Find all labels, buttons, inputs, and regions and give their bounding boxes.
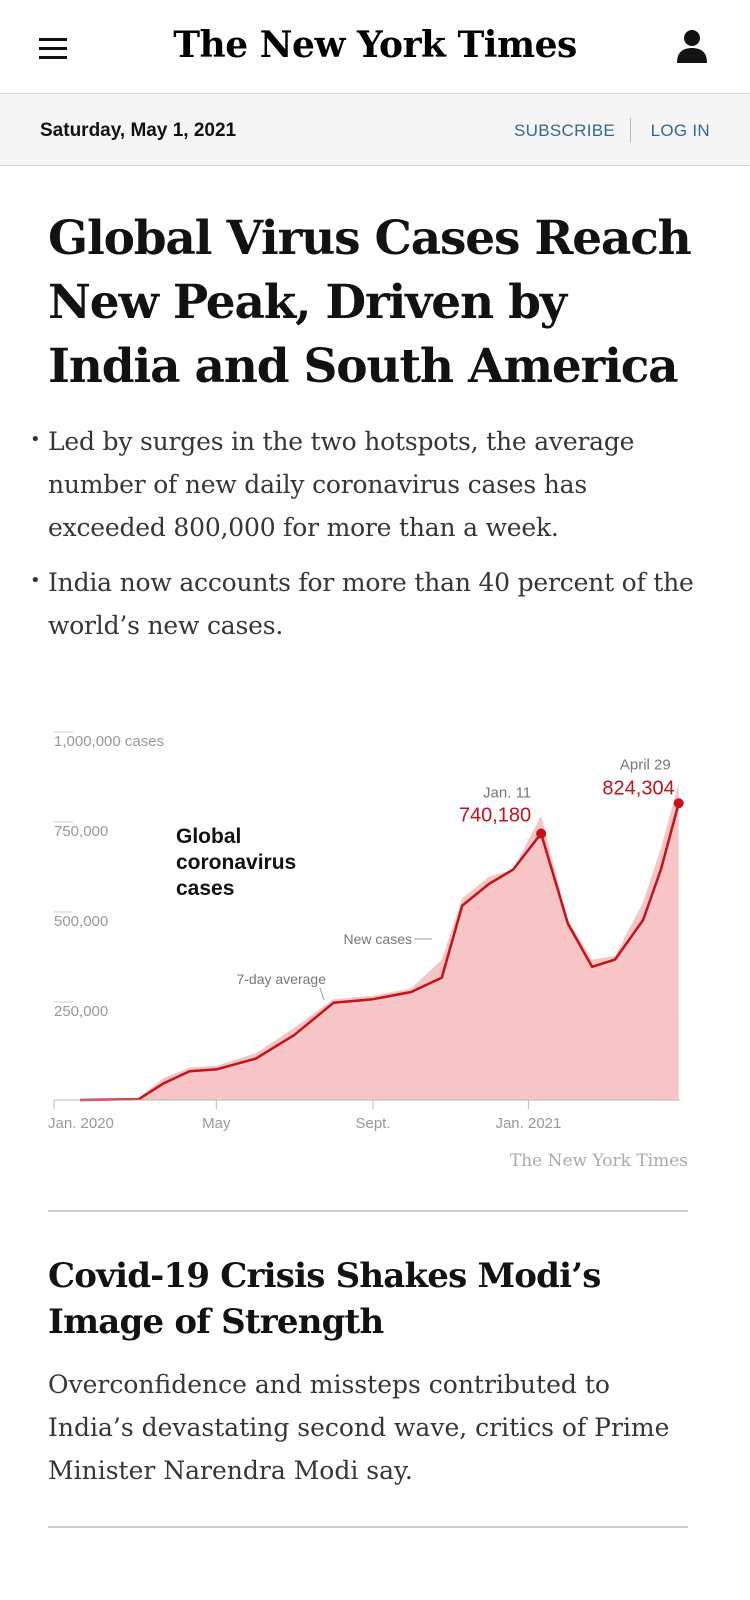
summary-bullet-text: India now accounts for more than 40 perc… bbox=[48, 568, 694, 640]
link-divider bbox=[630, 118, 631, 142]
chart-credit: The New York Times bbox=[510, 1151, 688, 1171]
peak-marker bbox=[673, 798, 684, 809]
bullet-dot-icon: • bbox=[30, 429, 41, 450]
section-divider bbox=[48, 1210, 688, 1212]
bullet-dot-icon: • bbox=[30, 570, 41, 591]
annotation-value: 824,304 bbox=[602, 777, 674, 799]
annotation-date: April 29 bbox=[620, 756, 671, 773]
x-tick-label: May bbox=[202, 1115, 231, 1132]
series-label-leader bbox=[319, 987, 325, 1001]
series-label: 7-day average bbox=[236, 971, 326, 987]
section-divider bbox=[48, 1526, 688, 1528]
annotation-value: 740,180 bbox=[459, 805, 531, 827]
user-account-icon[interactable] bbox=[676, 28, 708, 64]
x-tick-label: Sept. bbox=[355, 1115, 390, 1132]
y-tick-label: 500,000 bbox=[54, 913, 108, 930]
global-cases-chart[interactable]: 1,000,000 cases 750,000 500,000 250,000 Jan… bbox=[40, 718, 700, 1178]
y-tick-label: 750,000 bbox=[54, 823, 108, 840]
story-headline[interactable]: Covid-19 Crisis Shakes Modi’s Image of S… bbox=[48, 1256, 601, 1342]
summary-bullet: • India now accounts for more than 40 per… bbox=[30, 561, 698, 647]
seven-day-average-line bbox=[79, 802, 680, 1102]
lead-summary-bullets: • Led by surges in the two hotspots, the … bbox=[30, 420, 698, 659]
current-date: Saturday, May 1, 2021 bbox=[40, 120, 237, 141]
y-tick-label: 1,000,000 cases bbox=[54, 733, 164, 750]
peak-marker bbox=[536, 828, 547, 839]
top-nav: The New York Times bbox=[0, 0, 750, 94]
summary-bullet: • Led by surges in the two hotspots, the … bbox=[30, 420, 698, 549]
subscribe-link[interactable]: SUBSCRIBE bbox=[514, 121, 615, 140]
series-label: New cases bbox=[344, 931, 412, 947]
login-link[interactable]: LOG IN bbox=[650, 121, 710, 140]
hamburger-menu-icon[interactable] bbox=[39, 38, 67, 60]
date-bar: Saturday, May 1, 2021 SUBSCRIBE LOG IN bbox=[0, 94, 750, 166]
story-summary: Overconfidence and missteps contributed … bbox=[48, 1370, 670, 1485]
lead-headline[interactable]: Global Virus Cases Reach New Peak, Drive… bbox=[48, 211, 692, 394]
x-tick-label: Jan. 2020 bbox=[48, 1115, 114, 1132]
annotation-date: Jan. 11 bbox=[483, 785, 531, 802]
nyt-logo[interactable]: The New York Times bbox=[173, 24, 577, 66]
chart-title: Global coronavirus cases bbox=[176, 825, 296, 900]
summary-bullet-text: Led by surges in the two hotspots, the a… bbox=[48, 427, 635, 542]
y-tick-label: 250,000 bbox=[54, 1003, 108, 1020]
new-cases-area bbox=[80, 783, 679, 1100]
x-tick-label: Jan. 2021 bbox=[495, 1115, 561, 1132]
